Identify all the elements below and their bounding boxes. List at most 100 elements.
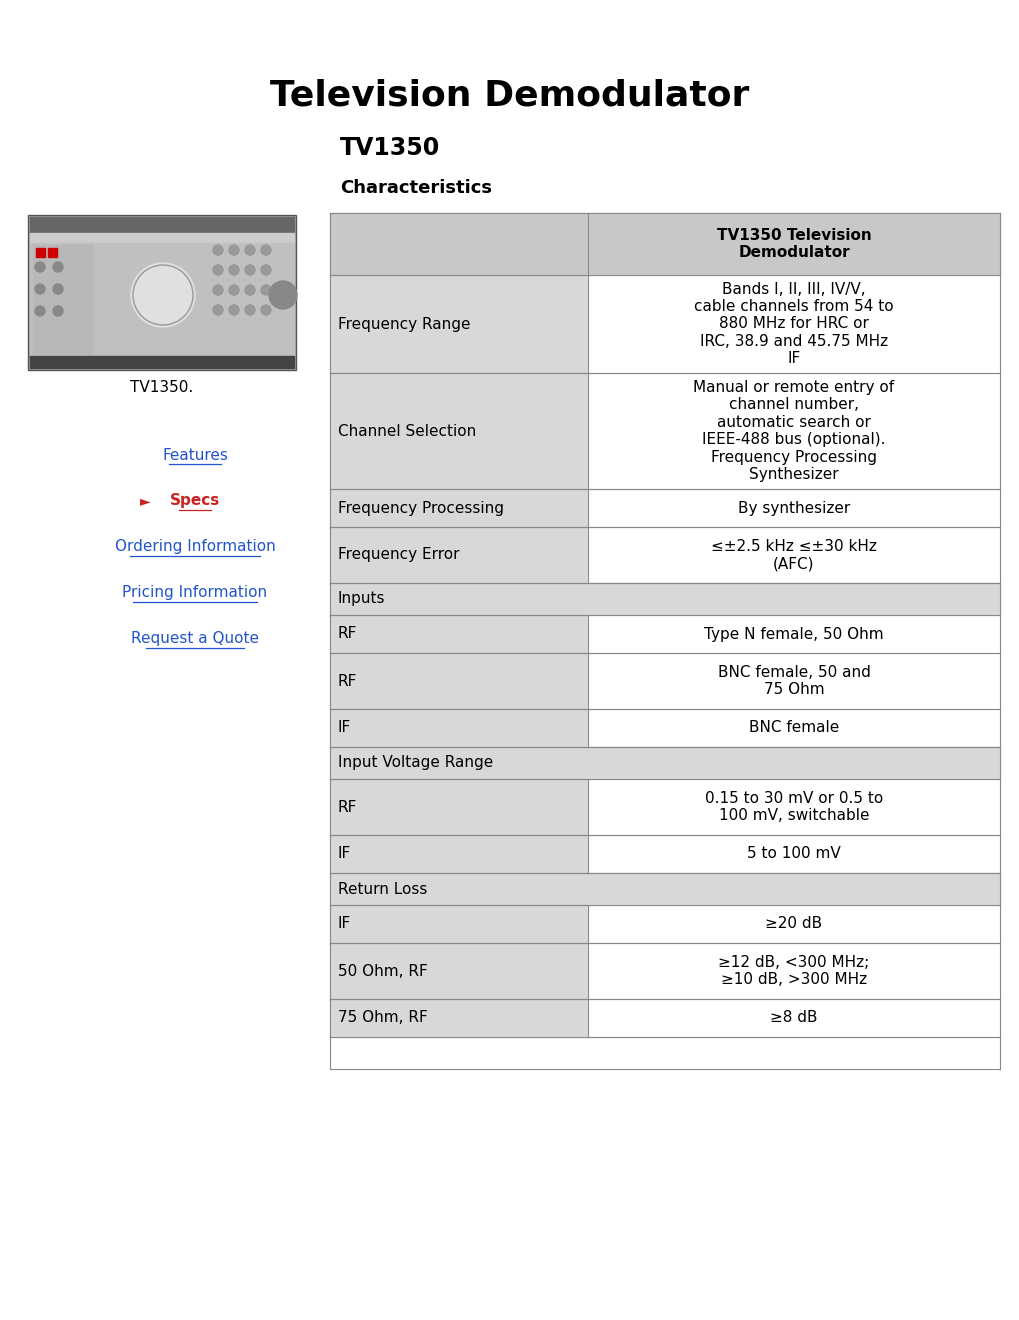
Text: RF: RF — [337, 627, 357, 642]
Text: ≥8 dB: ≥8 dB — [769, 1011, 817, 1026]
Text: BNC female, 50 and
75 Ohm: BNC female, 50 and 75 Ohm — [716, 665, 869, 697]
Bar — [587, 527, 999, 583]
Bar — [330, 709, 587, 747]
Bar — [330, 747, 999, 779]
Bar — [330, 906, 587, 942]
Circle shape — [130, 263, 195, 327]
Bar — [30, 216, 293, 234]
Text: Characteristics: Characteristics — [339, 180, 491, 197]
Text: TV1350 Television
Demodulator: TV1350 Television Demodulator — [716, 228, 870, 260]
Text: 75 Ohm, RF: 75 Ohm, RF — [337, 1011, 427, 1026]
Bar — [330, 488, 587, 527]
Text: 50 Ohm, RF: 50 Ohm, RF — [337, 964, 427, 978]
Text: Ordering Information: Ordering Information — [114, 540, 275, 554]
Circle shape — [213, 285, 223, 294]
Circle shape — [269, 281, 297, 309]
Text: Pricing Information: Pricing Information — [122, 586, 267, 601]
Text: ≥12 dB, <300 MHz;
≥10 dB, >300 MHz: ≥12 dB, <300 MHz; ≥10 dB, >300 MHz — [717, 954, 869, 987]
Text: Inputs: Inputs — [337, 591, 385, 606]
Text: RF: RF — [337, 800, 357, 814]
Text: BNC female: BNC female — [748, 721, 839, 735]
Bar — [36, 248, 45, 257]
Text: Request a Quote: Request a Quote — [130, 631, 259, 647]
Circle shape — [261, 265, 271, 275]
Text: IF: IF — [337, 846, 351, 862]
Bar — [48, 248, 57, 257]
Bar — [587, 615, 999, 653]
Text: Features: Features — [162, 447, 227, 462]
Bar — [330, 1038, 999, 1069]
Text: Input Voltage Range: Input Voltage Range — [337, 755, 493, 771]
Circle shape — [213, 305, 223, 315]
Bar — [30, 243, 293, 356]
Circle shape — [53, 261, 63, 272]
Circle shape — [229, 285, 238, 294]
Text: ≤±2.5 kHz ≤±30 kHz
(AFC): ≤±2.5 kHz ≤±30 kHz (AFC) — [710, 539, 876, 572]
Bar — [330, 779, 587, 836]
Text: Frequency Error: Frequency Error — [337, 548, 459, 562]
Circle shape — [213, 265, 223, 275]
Bar — [587, 275, 999, 374]
Text: RF: RF — [337, 673, 357, 689]
Bar — [330, 653, 587, 709]
Bar — [587, 836, 999, 873]
Bar — [587, 653, 999, 709]
Bar — [330, 873, 999, 906]
Bar — [330, 942, 587, 999]
Text: Television Demodulator: Television Demodulator — [270, 78, 749, 112]
Bar — [330, 374, 587, 488]
Circle shape — [261, 246, 271, 255]
Circle shape — [261, 285, 271, 294]
Text: Manual or remote entry of
channel number,
automatic search or
IEEE-488 bus (opti: Manual or remote entry of channel number… — [693, 380, 894, 482]
Bar — [587, 906, 999, 942]
Circle shape — [261, 305, 271, 315]
Text: 0.15 to 30 mV or 0.5 to
100 mV, switchable: 0.15 to 30 mV or 0.5 to 100 mV, switchab… — [704, 791, 882, 824]
Text: ►: ► — [140, 494, 151, 508]
Bar — [33, 246, 93, 354]
Text: Bands I, II, III, IV/V,
cable channels from 54 to
880 MHz for HRC or
IRC, 38.9 a: Bands I, II, III, IV/V, cable channels f… — [694, 281, 893, 366]
Circle shape — [35, 284, 45, 294]
Bar — [587, 779, 999, 836]
Text: Type N female, 50 Ohm: Type N female, 50 Ohm — [703, 627, 882, 642]
Bar — [30, 356, 293, 368]
Text: Return Loss: Return Loss — [337, 882, 427, 896]
Bar — [587, 942, 999, 999]
Bar — [587, 213, 999, 275]
Circle shape — [53, 306, 63, 315]
Text: ≥20 dB: ≥20 dB — [764, 916, 821, 932]
Circle shape — [229, 246, 238, 255]
Bar — [330, 583, 999, 615]
Bar — [587, 709, 999, 747]
Circle shape — [245, 285, 255, 294]
Text: TV1350.: TV1350. — [130, 380, 194, 396]
Bar — [330, 999, 587, 1038]
Text: Frequency Processing: Frequency Processing — [337, 500, 503, 516]
Circle shape — [229, 265, 238, 275]
Bar — [330, 836, 587, 873]
Circle shape — [35, 261, 45, 272]
Circle shape — [53, 284, 63, 294]
Text: 5 to 100 mV: 5 to 100 mV — [746, 846, 840, 862]
Bar — [30, 234, 293, 243]
Text: By synthesizer: By synthesizer — [737, 500, 849, 516]
Bar — [587, 488, 999, 527]
Bar — [587, 374, 999, 488]
Circle shape — [245, 265, 255, 275]
Bar — [330, 615, 587, 653]
Bar — [28, 215, 296, 370]
Bar — [330, 275, 587, 374]
Bar — [587, 999, 999, 1038]
Bar — [330, 213, 587, 275]
Text: Channel Selection: Channel Selection — [337, 424, 476, 438]
Text: TV1350: TV1350 — [339, 136, 440, 160]
Text: IF: IF — [337, 721, 351, 735]
Circle shape — [245, 305, 255, 315]
Text: Specs: Specs — [170, 494, 220, 508]
Circle shape — [229, 305, 238, 315]
Circle shape — [35, 306, 45, 315]
Text: IF: IF — [337, 916, 351, 932]
Bar — [330, 527, 587, 583]
Text: Frequency Range: Frequency Range — [337, 317, 470, 331]
Circle shape — [213, 246, 223, 255]
Circle shape — [245, 246, 255, 255]
